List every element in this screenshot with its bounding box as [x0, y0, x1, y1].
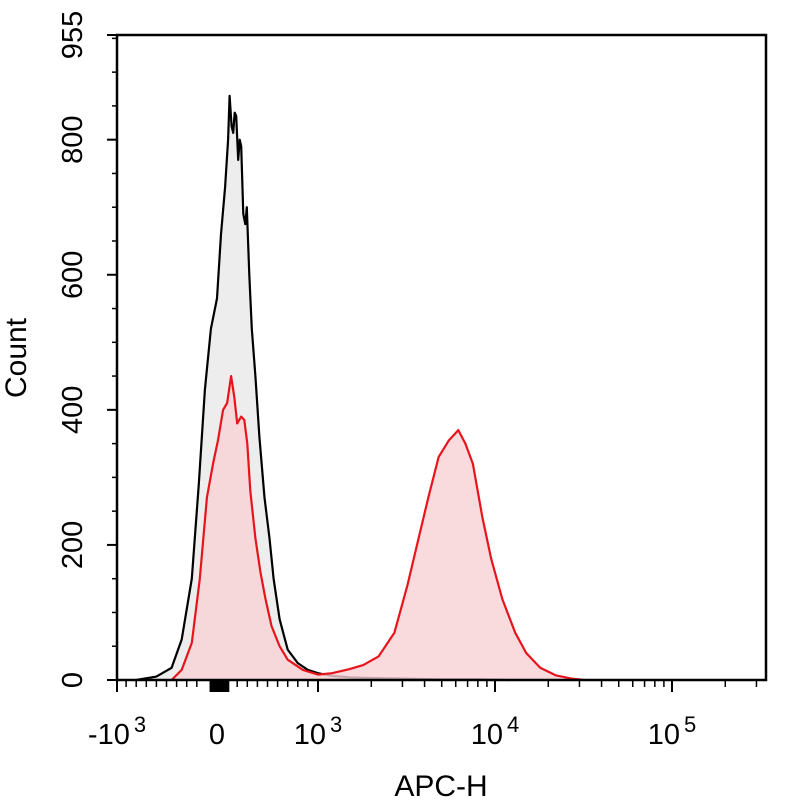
x-tick-label: 10 3 — [294, 712, 343, 751]
y-axis: 0 200 400 600 800 955 — [57, 11, 117, 688]
y-axis-label: Count — [0, 317, 33, 398]
stained-area — [171, 376, 585, 680]
y-tick-label: 0 — [57, 672, 89, 688]
x-tick-label: -10 3 — [88, 712, 146, 751]
y-tick-label: 200 — [57, 521, 89, 569]
x-axis: -1030103104105106 — [88, 680, 758, 751]
series-layer — [136, 94, 585, 682]
y-tick-label: 800 — [57, 116, 89, 164]
y-tick-label: 600 — [57, 251, 89, 299]
x-axis-label: APC-H — [394, 770, 487, 803]
y-tick-label: 400 — [57, 386, 89, 434]
x-tick-label: 10 5 — [648, 712, 697, 751]
x-tick-label: 10 4 — [471, 712, 520, 751]
stained-line — [170, 375, 585, 682]
y-tick-label: 955 — [57, 11, 89, 59]
x-tick-label: 0 — [209, 719, 225, 751]
